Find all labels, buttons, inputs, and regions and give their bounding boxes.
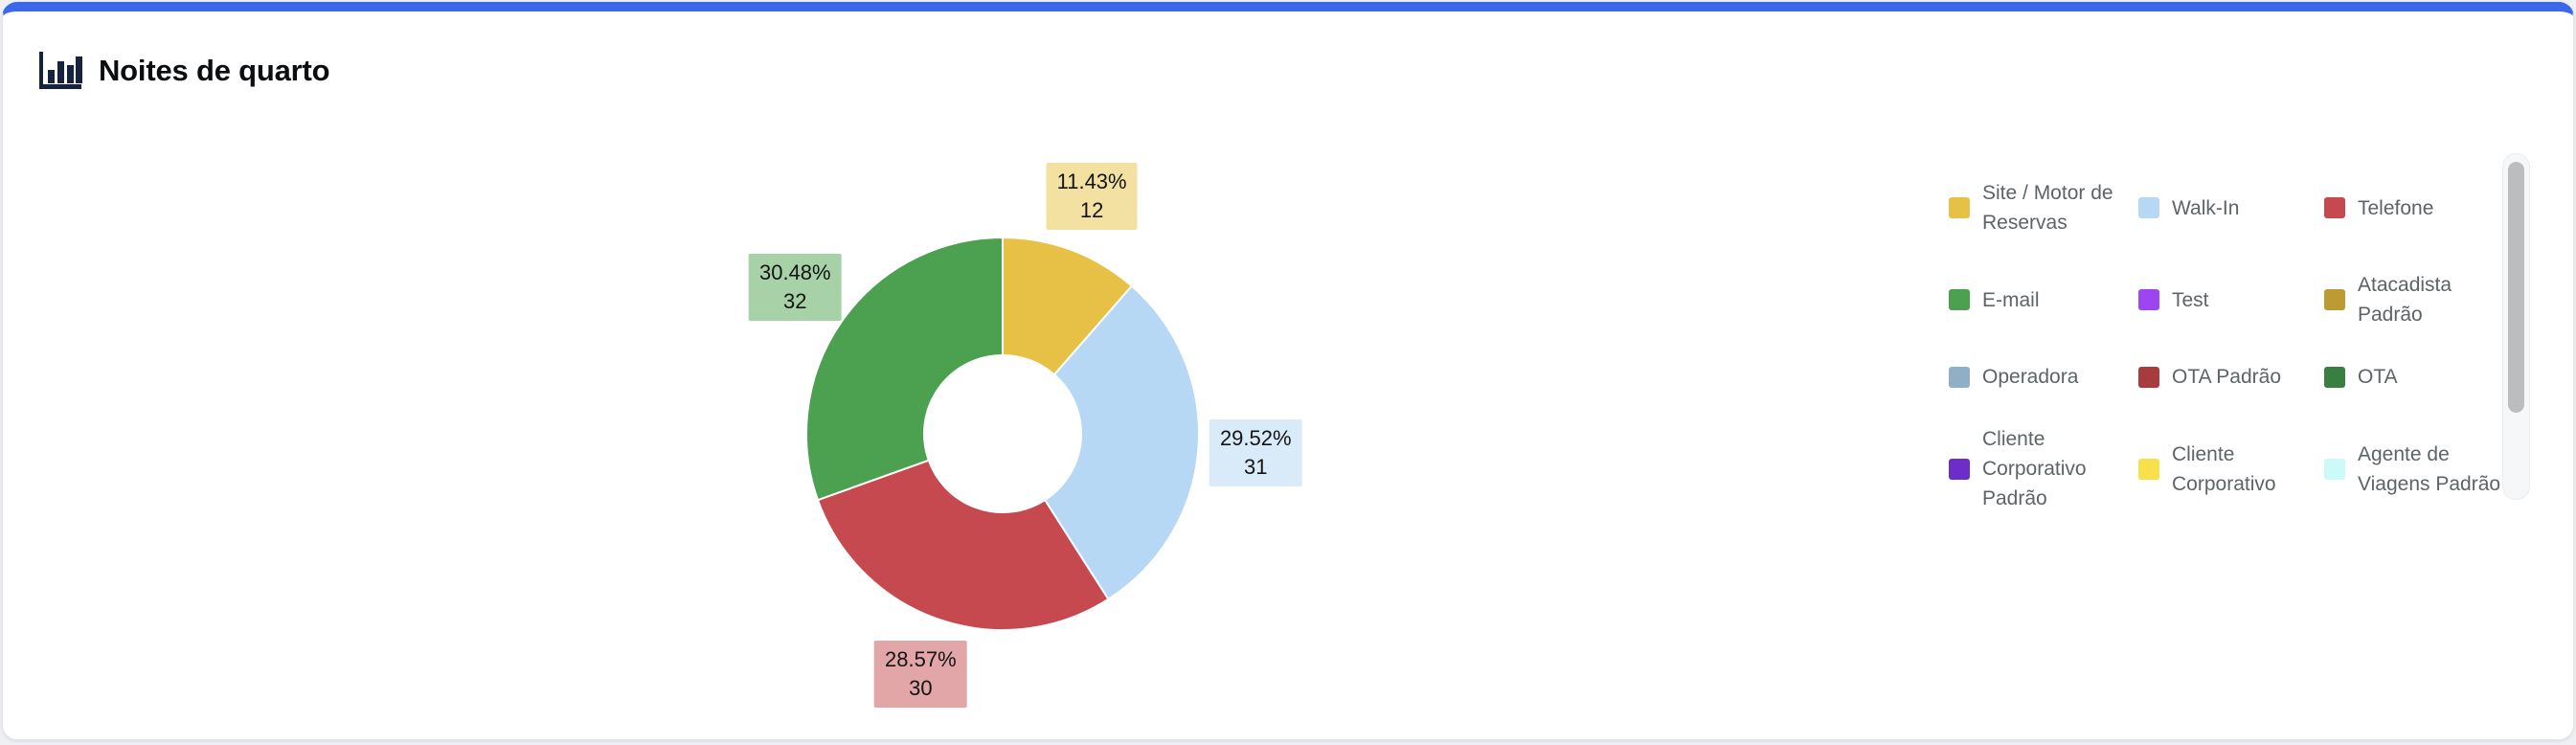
donut-slice-1[interactable] — [1043, 284, 1200, 601]
slice-percent: 11.43% — [1056, 169, 1127, 193]
donut-slice-3[interactable] — [805, 236, 1004, 502]
legend-swatch — [2138, 366, 2159, 388]
legend-item-6[interactable]: Operadora — [1949, 362, 2138, 392]
legend-swatch — [1949, 366, 1970, 388]
legend-label: OTA Padrão — [2172, 366, 2282, 388]
legend-scrollbar-thumb[interactable] — [2508, 162, 2524, 413]
legend-item-1[interactable]: Walk-In — [2138, 193, 2324, 223]
legend-swatch — [1949, 197, 1970, 218]
legend-item-11[interactable]: Agente de Viagens Padrão — [2324, 440, 2502, 499]
legend-item-9[interactable]: Cliente Corporativo Padrão — [1949, 424, 2138, 513]
legend-label: Test — [2172, 288, 2209, 311]
legend-item-3[interactable]: E-mail — [1949, 285, 2138, 315]
legend-swatch — [2138, 458, 2159, 480]
legend-label: OTA — [2358, 366, 2398, 388]
donut-slice-2[interactable] — [816, 459, 1110, 631]
slice-percent: 30.48% — [758, 260, 831, 285]
donut-slice-0[interactable] — [1002, 236, 1134, 376]
legend-label: Agente de Viagens Padrão — [2358, 442, 2501, 495]
slice-label-2: 28.57% 30 — [874, 640, 967, 708]
legend-label: Operadora — [1982, 366, 2079, 388]
legend-item-10[interactable]: Cliente Corporativo — [2138, 440, 2324, 499]
chart-legend: Site / Motor de Reservas Walk-In Telefone E… — [1949, 153, 2502, 515]
legend-scrollbar-track[interactable] — [2502, 153, 2530, 500]
legend-item-2[interactable]: Telefone — [2324, 193, 2502, 223]
legend-label: Walk-In — [2172, 196, 2240, 219]
legend-swatch — [2324, 366, 2345, 388]
card-header: Noites de quarto — [37, 50, 330, 92]
slice-label-1: 29.52% 31 — [1209, 418, 1302, 486]
legend-swatch — [2138, 197, 2159, 218]
slice-value: 12 — [1079, 197, 1104, 222]
slice-label-3: 30.48% 32 — [748, 254, 842, 322]
legend-label: Site / Motor de Reservas — [1982, 182, 2113, 234]
slice-value: 30 — [909, 675, 933, 700]
legend-label: Cliente Corporativo Padrão — [1982, 428, 2087, 509]
donut-svg — [805, 236, 1200, 631]
slice-value: 31 — [1244, 454, 1268, 479]
slice-value: 32 — [783, 289, 807, 314]
legend-swatch — [2138, 289, 2159, 310]
legend-item-5[interactable]: Atacadista Padrão — [2324, 270, 2502, 329]
legend-label: Atacadista Padrão — [2358, 274, 2452, 326]
legend-item-0[interactable]: Site / Motor de Reservas — [1949, 178, 2138, 237]
slice-percent: 29.52% — [1219, 425, 1292, 450]
legend-swatch — [2324, 458, 2345, 480]
bar-chart-icon — [39, 52, 82, 89]
donut-chart: 11.43% 12 29.52% 31 28.57% 30 30.48% 32 — [3, 11, 2573, 739]
legend-label: Telefone — [2358, 196, 2434, 219]
legend-swatch — [1949, 289, 1970, 310]
legend-label: Cliente Corporativo — [2172, 442, 2276, 495]
legend-swatch — [2324, 289, 2345, 310]
legend-item-4[interactable]: Test — [2138, 285, 2324, 315]
slice-label-0: 11.43% 12 — [1046, 162, 1138, 230]
legend-label: E-mail — [1982, 288, 2040, 311]
legend-swatch — [2324, 197, 2345, 218]
page-title: Noites de quarto — [99, 54, 330, 87]
legend-swatch — [1949, 458, 1970, 480]
legend-item-8[interactable]: OTA — [2324, 362, 2502, 392]
slice-percent: 28.57% — [885, 646, 957, 671]
legend-item-7[interactable]: OTA Padrão — [2138, 362, 2324, 392]
